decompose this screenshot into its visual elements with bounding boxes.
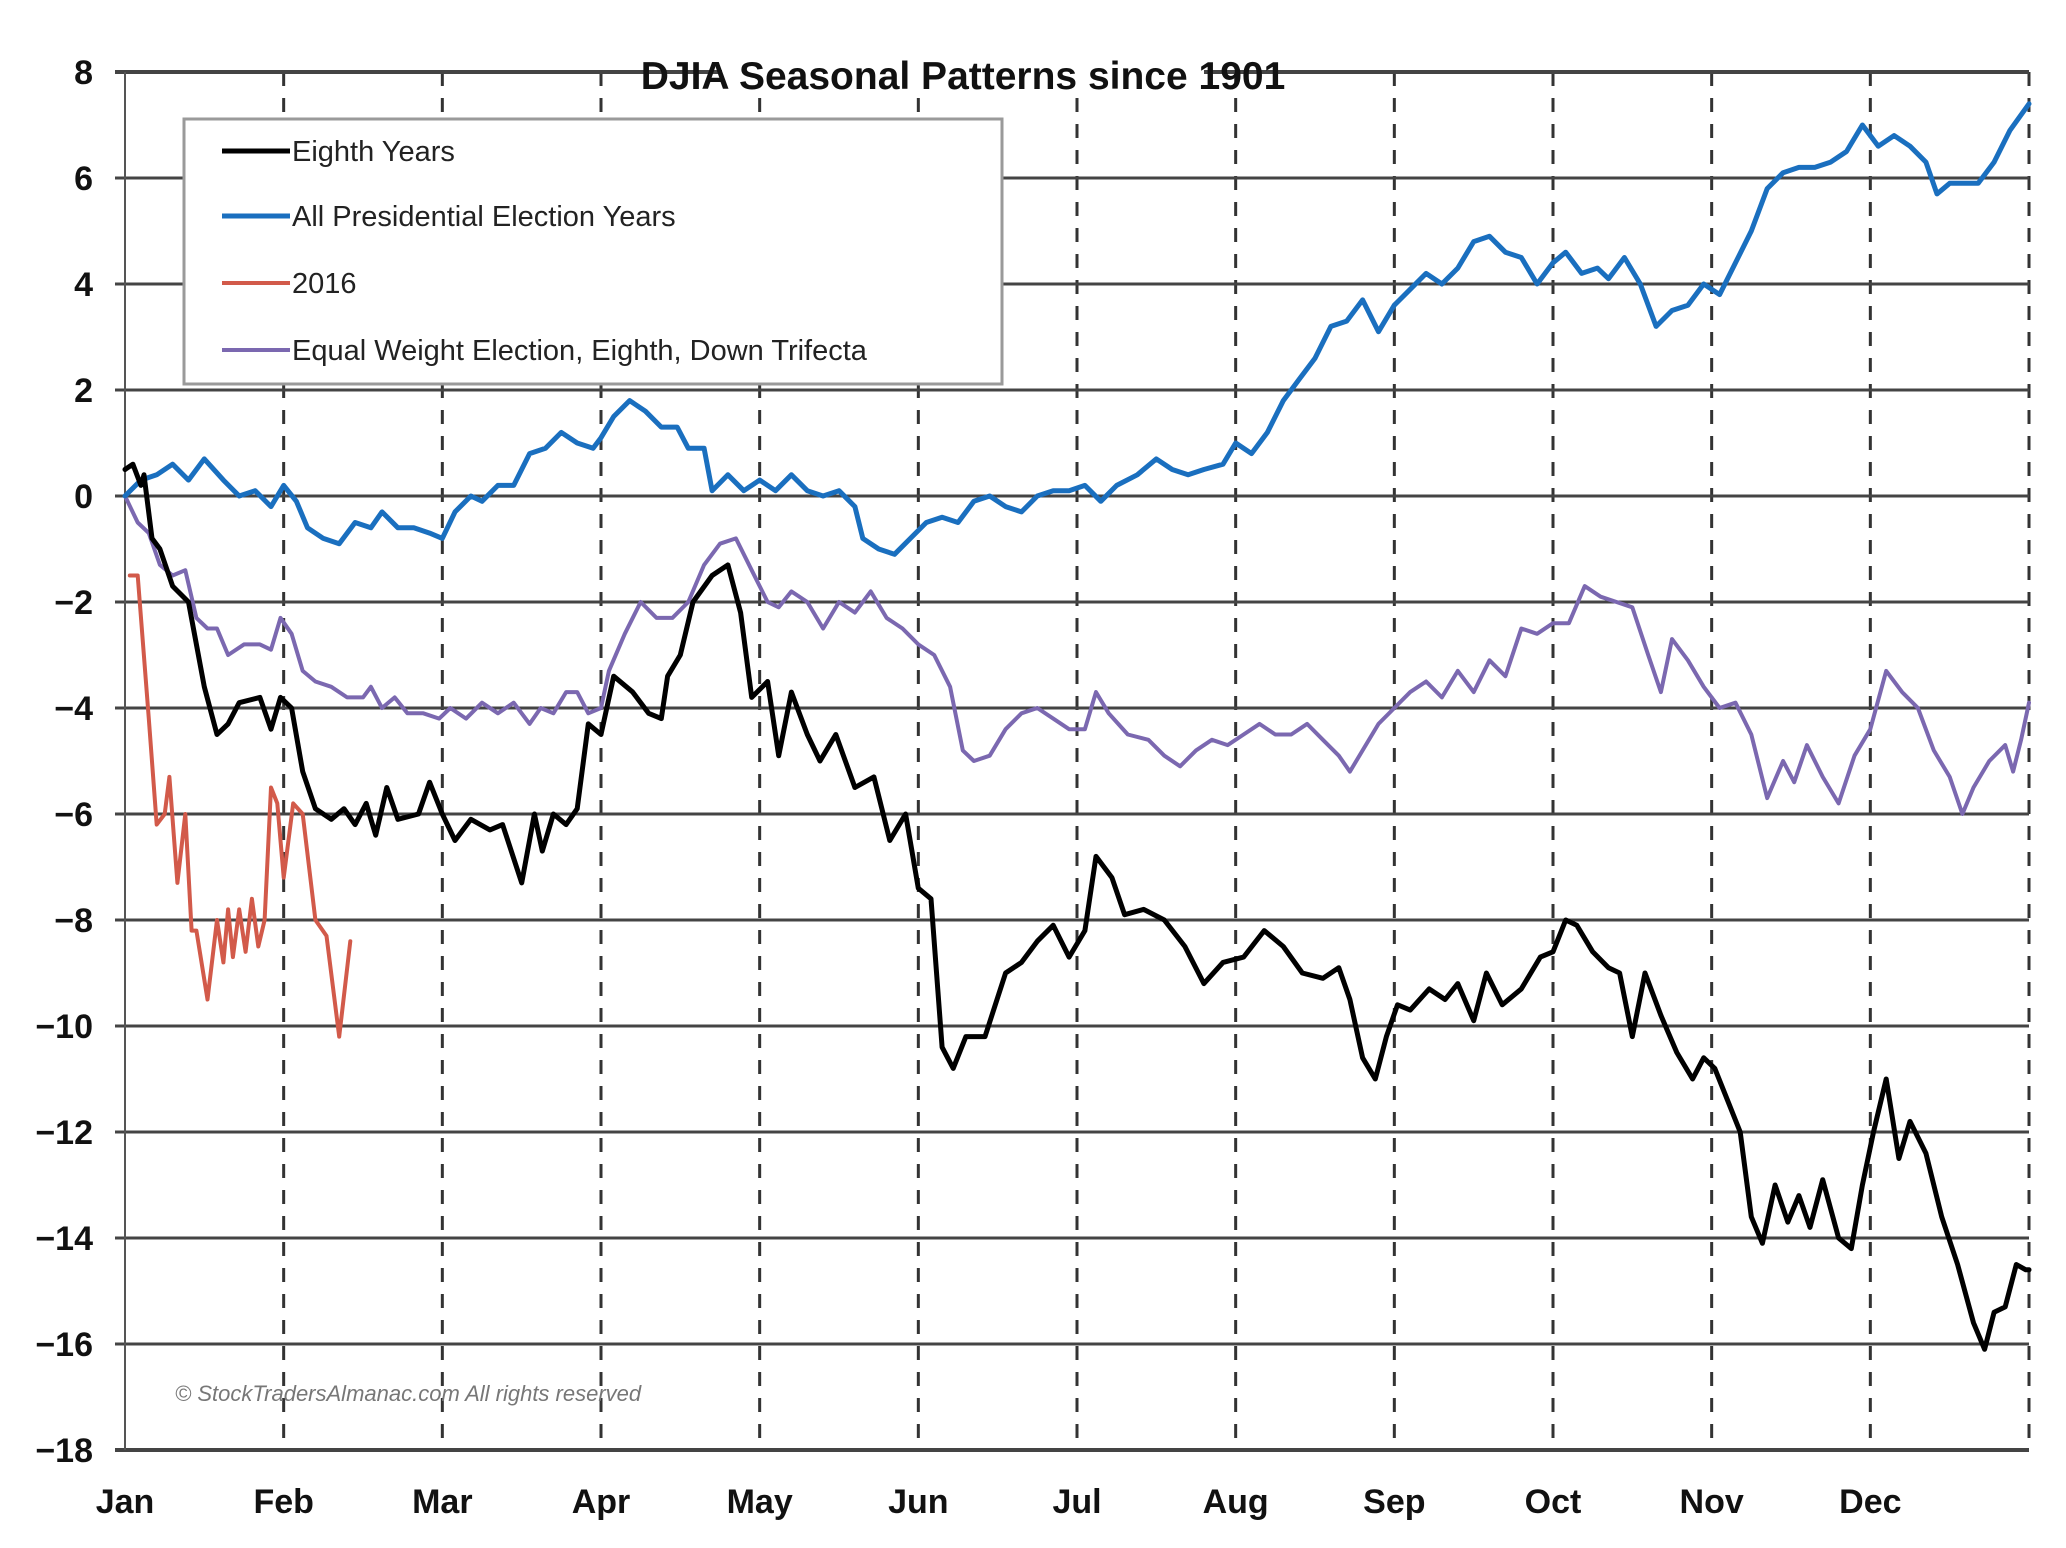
x-tick-label: Jul <box>1052 1483 1101 1521</box>
series-lines <box>122 101 2032 1352</box>
legend-label: Eighth Years <box>292 136 455 168</box>
title-background <box>722 52 1204 96</box>
y-tick-label: −8 <box>54 902 93 940</box>
y-tick-label: 8 <box>74 54 93 92</box>
legend-item-equal-weight: Equal Weight Election, Eighth, Down Trif… <box>222 335 868 367</box>
chart-title: DJIA Seasonal Patterns since 1901 <box>641 55 1286 98</box>
x-tick-label: Jun <box>888 1483 948 1521</box>
y-tick-label: 0 <box>74 478 93 516</box>
x-tick-label: Mar <box>412 1483 472 1521</box>
series-line-2016 <box>127 573 353 1039</box>
x-tick-label: Apr <box>572 1483 631 1521</box>
x-tick-label: May <box>727 1483 793 1521</box>
y-tick-label: −2 <box>54 584 93 622</box>
y-tick-label: −18 <box>35 1432 93 1470</box>
y-tick-label: 6 <box>74 160 93 198</box>
y-tick-label: −4 <box>54 690 93 728</box>
x-tick-label: Oct <box>1525 1483 1582 1521</box>
x-tick-label: Aug <box>1203 1483 1269 1521</box>
legend-item-eighth-years: Eighth Years <box>222 136 455 168</box>
y-axis-ticks: 8 6 4 2 0 −2 −4 −6 −8 −10 −12 −14 −16 −18 <box>35 54 93 1470</box>
copyright-notice: © StockTradersAlmanac.com All rights res… <box>175 1381 642 1406</box>
legend-box <box>182 117 1004 386</box>
y-tick-label: 2 <box>74 372 93 410</box>
y-tick-label: −16 <box>35 1326 93 1364</box>
y-tick-label: −10 <box>35 1008 93 1046</box>
series-line-eighth-years <box>122 461 2032 1352</box>
series-line-equal-weight-election-eighth-down-trifecta <box>123 494 2031 816</box>
legend-item-2016: 2016 <box>222 268 357 300</box>
x-tick-label: Sep <box>1363 1483 1425 1521</box>
legend-label: 2016 <box>292 268 357 300</box>
y-tick-label: 4 <box>74 266 93 304</box>
y-tick-label: −6 <box>54 796 93 834</box>
legend-label: Equal Weight Election, Eighth, Down Trif… <box>292 335 868 367</box>
legend: Eighth Years All Presidential Election Y… <box>182 117 1004 386</box>
x-tick-label: Feb <box>253 1483 313 1521</box>
legend-item-all-election-years: All Presidential Election Years <box>222 201 676 233</box>
y-tick-label: −12 <box>35 1114 93 1152</box>
x-tick-label: Nov <box>1680 1483 1744 1521</box>
x-tick-label: Dec <box>1839 1483 1901 1521</box>
legend-label: All Presidential Election Years <box>292 201 676 233</box>
series-line-all-presidential-election-years <box>122 101 2032 557</box>
x-axis-ticks: Jan Feb Mar Apr May Jun Jul Aug Sep Oct Nov Dec <box>96 1483 1902 1521</box>
y-tick-label: −14 <box>35 1220 93 1258</box>
x-tick-label: Jan <box>96 1483 155 1521</box>
